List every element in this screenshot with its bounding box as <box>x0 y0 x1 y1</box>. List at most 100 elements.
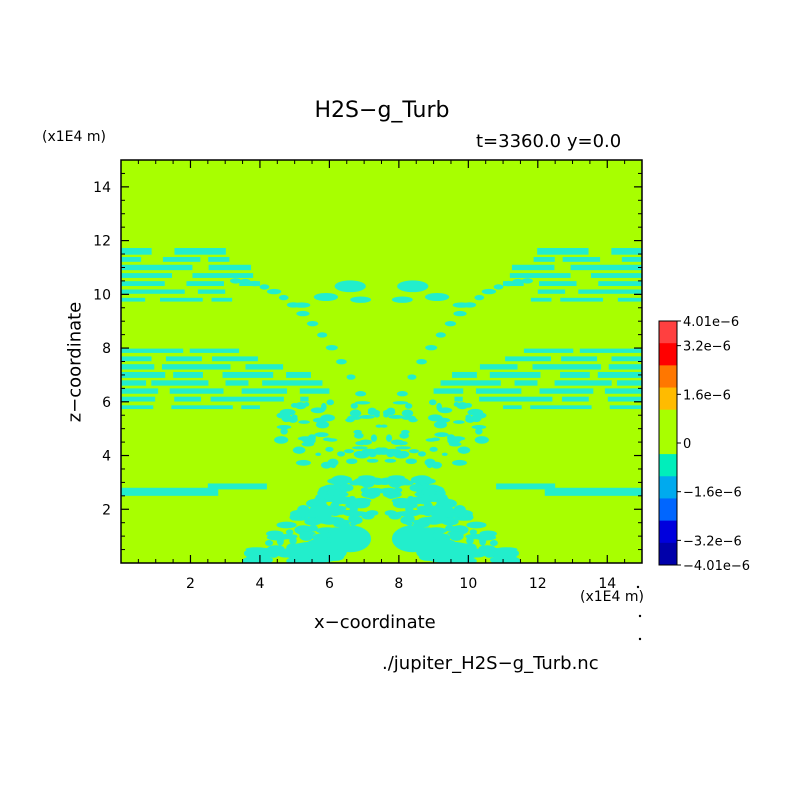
negative-blob <box>466 521 487 529</box>
negative-stripe <box>617 297 642 302</box>
negative-blob <box>339 483 354 492</box>
negative-blob <box>257 557 265 563</box>
negative-blob <box>386 407 396 414</box>
colorbar-segment <box>659 431 677 455</box>
negative-blob <box>426 460 434 469</box>
negative-blob <box>475 548 489 556</box>
negative-blob <box>337 451 346 457</box>
negative-stripe <box>121 281 165 287</box>
negative-blob <box>315 421 330 429</box>
negative-blob <box>449 531 464 541</box>
negative-stripe <box>454 396 463 402</box>
negative-blob <box>373 412 380 418</box>
negative-blob <box>355 391 367 397</box>
negative-blob <box>249 280 261 287</box>
negative-blob <box>276 521 297 529</box>
negative-blob <box>279 408 296 416</box>
negative-blob <box>370 434 378 442</box>
negative-stripe <box>208 264 252 271</box>
colorbar-segment <box>659 365 677 389</box>
negative-blob <box>404 403 413 409</box>
colorbar-label: 0 <box>683 437 691 452</box>
negative-blob <box>326 489 342 496</box>
negative-stripe <box>121 273 172 278</box>
negative-blob <box>306 320 319 327</box>
negative-blob <box>286 302 300 308</box>
negative-stripe <box>539 281 577 287</box>
negative-blob <box>407 374 417 380</box>
negative-blob <box>383 412 390 418</box>
negative-blob <box>495 547 518 552</box>
negative-stripe <box>121 256 142 262</box>
negative-blob <box>349 516 363 525</box>
negative-stripe <box>121 356 152 362</box>
negative-blob <box>346 458 358 465</box>
negative-stripe <box>496 483 556 490</box>
negative-blob <box>361 448 378 454</box>
negative-blob <box>416 541 479 563</box>
negative-blob <box>367 407 377 414</box>
negative-blob <box>474 436 489 444</box>
negative-stripe <box>537 247 589 255</box>
negative-stripe <box>570 264 642 271</box>
negative-stripe <box>189 348 240 353</box>
negative-blob <box>463 302 477 308</box>
negative-blob <box>325 344 338 351</box>
negative-blob <box>521 278 533 284</box>
negative-blob <box>465 416 476 423</box>
negative-stripe <box>121 388 159 394</box>
negative-stripe <box>479 396 553 402</box>
negative-stripe <box>489 371 541 378</box>
negative-stripe <box>560 371 590 378</box>
negative-stripe <box>121 364 155 370</box>
negative-blob <box>457 446 471 454</box>
negative-blob <box>399 432 409 439</box>
negative-blob <box>259 284 270 290</box>
negative-blob <box>475 534 497 541</box>
negative-stripe <box>300 396 309 402</box>
y-tick-label: 8 <box>102 341 111 357</box>
negative-blob <box>428 515 449 524</box>
negative-stripe <box>578 289 642 294</box>
negative-stripe <box>598 281 642 287</box>
colorbar-label: 3.2e−6 <box>683 340 731 355</box>
colorbar-segment <box>659 498 677 522</box>
negative-blob <box>354 401 371 405</box>
negative-blob <box>330 502 340 509</box>
negative-stripe <box>597 371 642 378</box>
negative-blob <box>329 525 372 553</box>
negative-stripe <box>173 371 203 378</box>
negative-stripe <box>479 364 518 370</box>
colorbar-label: 1.6e−6 <box>683 388 731 403</box>
y-tick-label: 2 <box>102 502 111 518</box>
negative-blob <box>315 511 333 518</box>
file-name-label: ./jupiter_H2S−g_Turb.nc <box>382 653 599 674</box>
negative-blob <box>320 461 332 469</box>
marker-dot <box>638 614 642 618</box>
negative-blob <box>453 420 465 424</box>
negative-stripe <box>579 348 642 353</box>
negative-stripe <box>511 264 555 271</box>
negative-blob <box>416 359 427 365</box>
colorbar-segment <box>659 409 677 433</box>
x-tick-label: 6 <box>325 576 334 592</box>
negative-stripe <box>165 356 202 362</box>
negative-blob <box>380 424 388 428</box>
negative-stripe <box>121 348 184 353</box>
negative-stripe <box>210 396 284 402</box>
negative-blob <box>412 475 432 484</box>
negative-stripe <box>241 388 288 394</box>
negative-blob <box>343 449 355 454</box>
colorbar-segment <box>659 476 677 499</box>
negative-blob <box>366 489 378 499</box>
negative-blob <box>323 437 333 442</box>
negative-blob <box>317 332 328 338</box>
negative-stripe <box>533 256 555 262</box>
negative-stripe <box>121 247 152 255</box>
negative-stripe <box>608 364 642 370</box>
negative-blob <box>431 461 443 469</box>
negative-blob <box>331 475 351 484</box>
negative-blob <box>396 391 408 397</box>
negative-blob <box>429 446 438 452</box>
